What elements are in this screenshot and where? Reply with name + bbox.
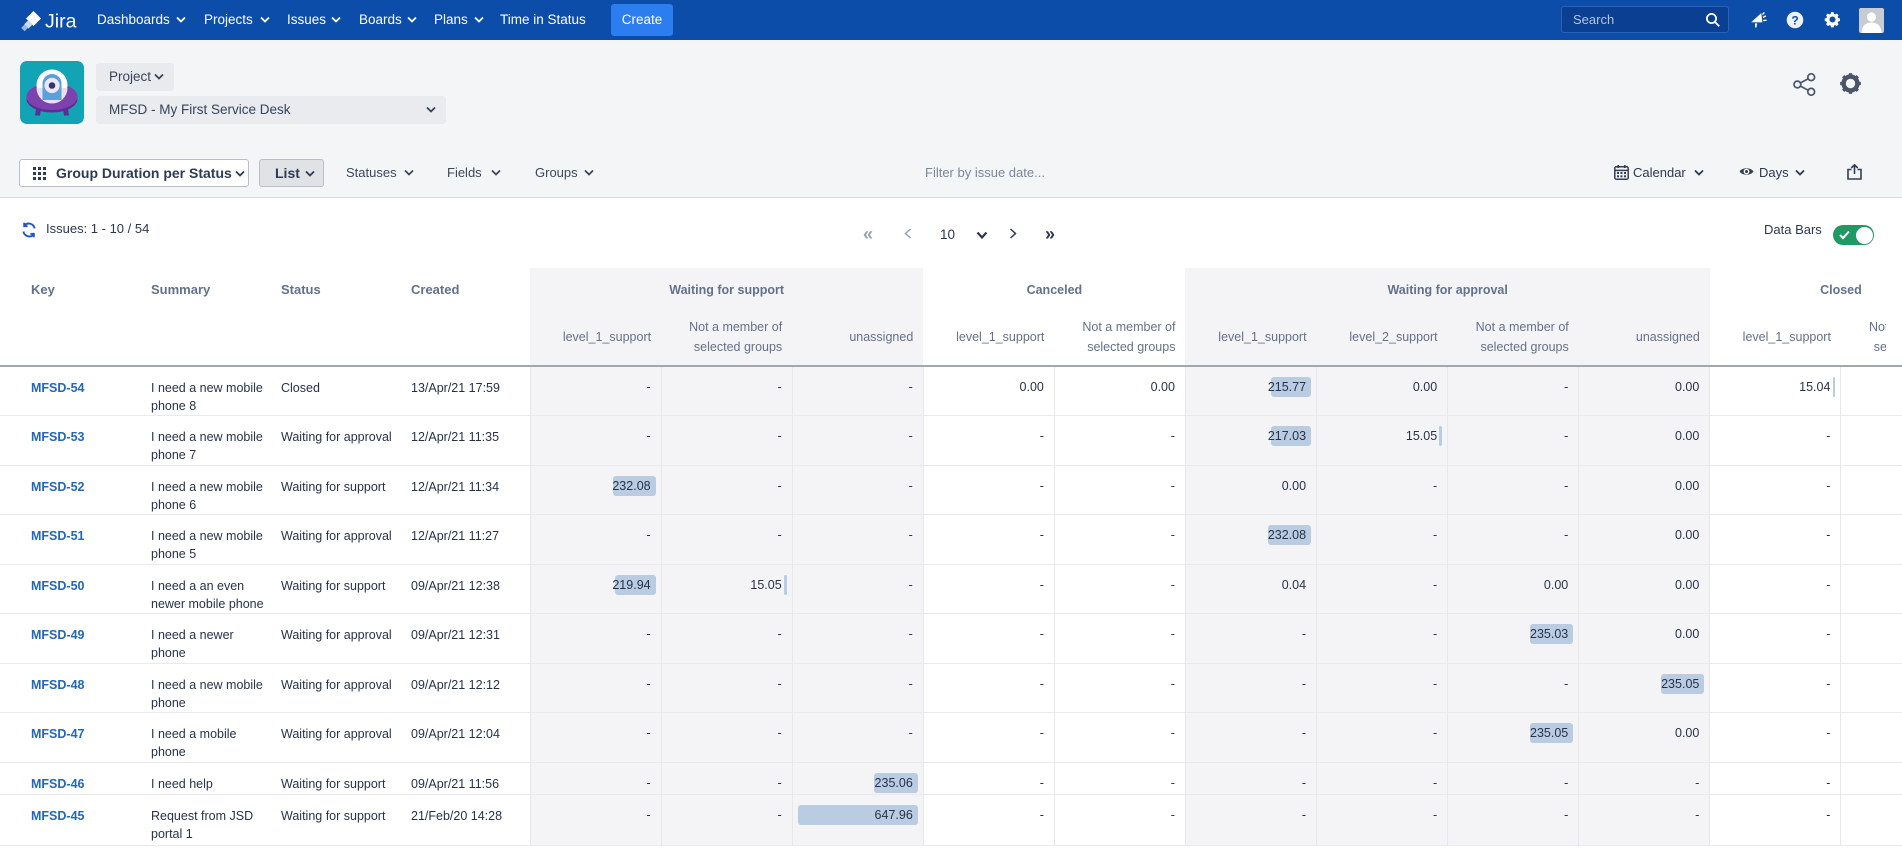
- svg-text:?: ?: [1791, 13, 1798, 27]
- svg-text:Jira: Jira: [45, 11, 77, 33]
